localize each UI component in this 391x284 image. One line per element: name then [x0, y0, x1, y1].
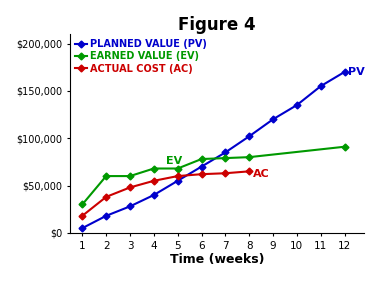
X-axis label: Time (weeks): Time (weeks)	[170, 253, 264, 266]
Text: AC: AC	[253, 169, 269, 179]
PLANNED VALUE (PV)	[175, 179, 180, 183]
EARNED VALUE (EV)	[199, 157, 204, 161]
Text: PV: PV	[348, 67, 365, 77]
PLANNED VALUE (PV)	[271, 118, 275, 121]
PLANNED VALUE (PV)	[151, 193, 156, 197]
EARNED VALUE (EV)	[342, 145, 347, 149]
Legend: PLANNED VALUE (PV), EARNED VALUE (EV), ACTUAL COST (AC): PLANNED VALUE (PV), EARNED VALUE (EV), A…	[73, 37, 209, 76]
Text: EV: EV	[166, 156, 182, 166]
EARNED VALUE (EV)	[80, 203, 84, 206]
ACTUAL COST (AC)	[223, 172, 228, 175]
EARNED VALUE (EV)	[247, 155, 251, 159]
ACTUAL COST (AC)	[247, 170, 251, 173]
PLANNED VALUE (PV)	[342, 70, 347, 74]
ACTUAL COST (AC)	[199, 172, 204, 176]
PLANNED VALUE (PV)	[199, 165, 204, 168]
EARNED VALUE (EV)	[175, 167, 180, 170]
EARNED VALUE (EV)	[151, 167, 156, 170]
PLANNED VALUE (PV)	[247, 135, 251, 138]
ACTUAL COST (AC)	[151, 179, 156, 183]
PLANNED VALUE (PV)	[127, 205, 132, 208]
PLANNED VALUE (PV)	[318, 84, 323, 88]
PLANNED VALUE (PV)	[104, 214, 108, 218]
PLANNED VALUE (PV)	[80, 226, 84, 230]
Line: EARNED VALUE (EV): EARNED VALUE (EV)	[80, 144, 347, 207]
EARNED VALUE (EV)	[104, 174, 108, 178]
Line: ACTUAL COST (AC): ACTUAL COST (AC)	[80, 169, 252, 218]
ACTUAL COST (AC)	[175, 174, 180, 178]
EARNED VALUE (EV)	[127, 174, 132, 178]
EARNED VALUE (EV)	[223, 156, 228, 160]
ACTUAL COST (AC)	[80, 214, 84, 218]
Line: PLANNED VALUE (PV): PLANNED VALUE (PV)	[80, 70, 347, 231]
Title: Figure 4: Figure 4	[178, 16, 256, 34]
ACTUAL COST (AC)	[104, 195, 108, 199]
PLANNED VALUE (PV)	[294, 103, 299, 107]
PLANNED VALUE (PV)	[223, 151, 228, 154]
ACTUAL COST (AC)	[127, 186, 132, 189]
